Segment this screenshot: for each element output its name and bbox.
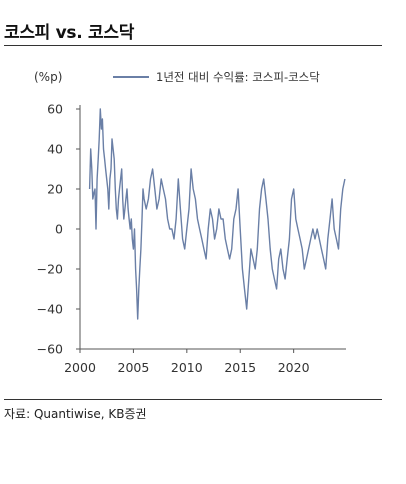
y-tick-label: 20	[47, 182, 63, 197]
source-note: 자료: Quantiwise, KB증권	[4, 407, 147, 421]
title-divider	[4, 45, 382, 46]
series-line	[88, 108, 346, 320]
y-axis-unit-label: (%p)	[34, 70, 62, 84]
x-tick-label: 2010	[171, 360, 203, 375]
y-tick-label: 40	[47, 142, 63, 157]
x-tick-label: 2020	[278, 360, 310, 375]
chart-title: 코스피 vs. 코스닥	[4, 23, 135, 43]
y-tick-label: −60	[37, 342, 63, 357]
x-tick-label: 2000	[64, 360, 96, 375]
y-tick-label: −20	[37, 262, 63, 277]
y-tick-label: 60	[47, 102, 63, 117]
x-tick-label: 2005	[118, 360, 150, 375]
y-tick-label: 0	[55, 222, 63, 237]
x-tick-label: 2015	[224, 360, 256, 375]
legend-label: 1년전 대비 수익률: 코스피-코스닥	[156, 70, 320, 84]
footer-divider	[4, 399, 382, 400]
y-tick-label: −40	[37, 302, 63, 317]
